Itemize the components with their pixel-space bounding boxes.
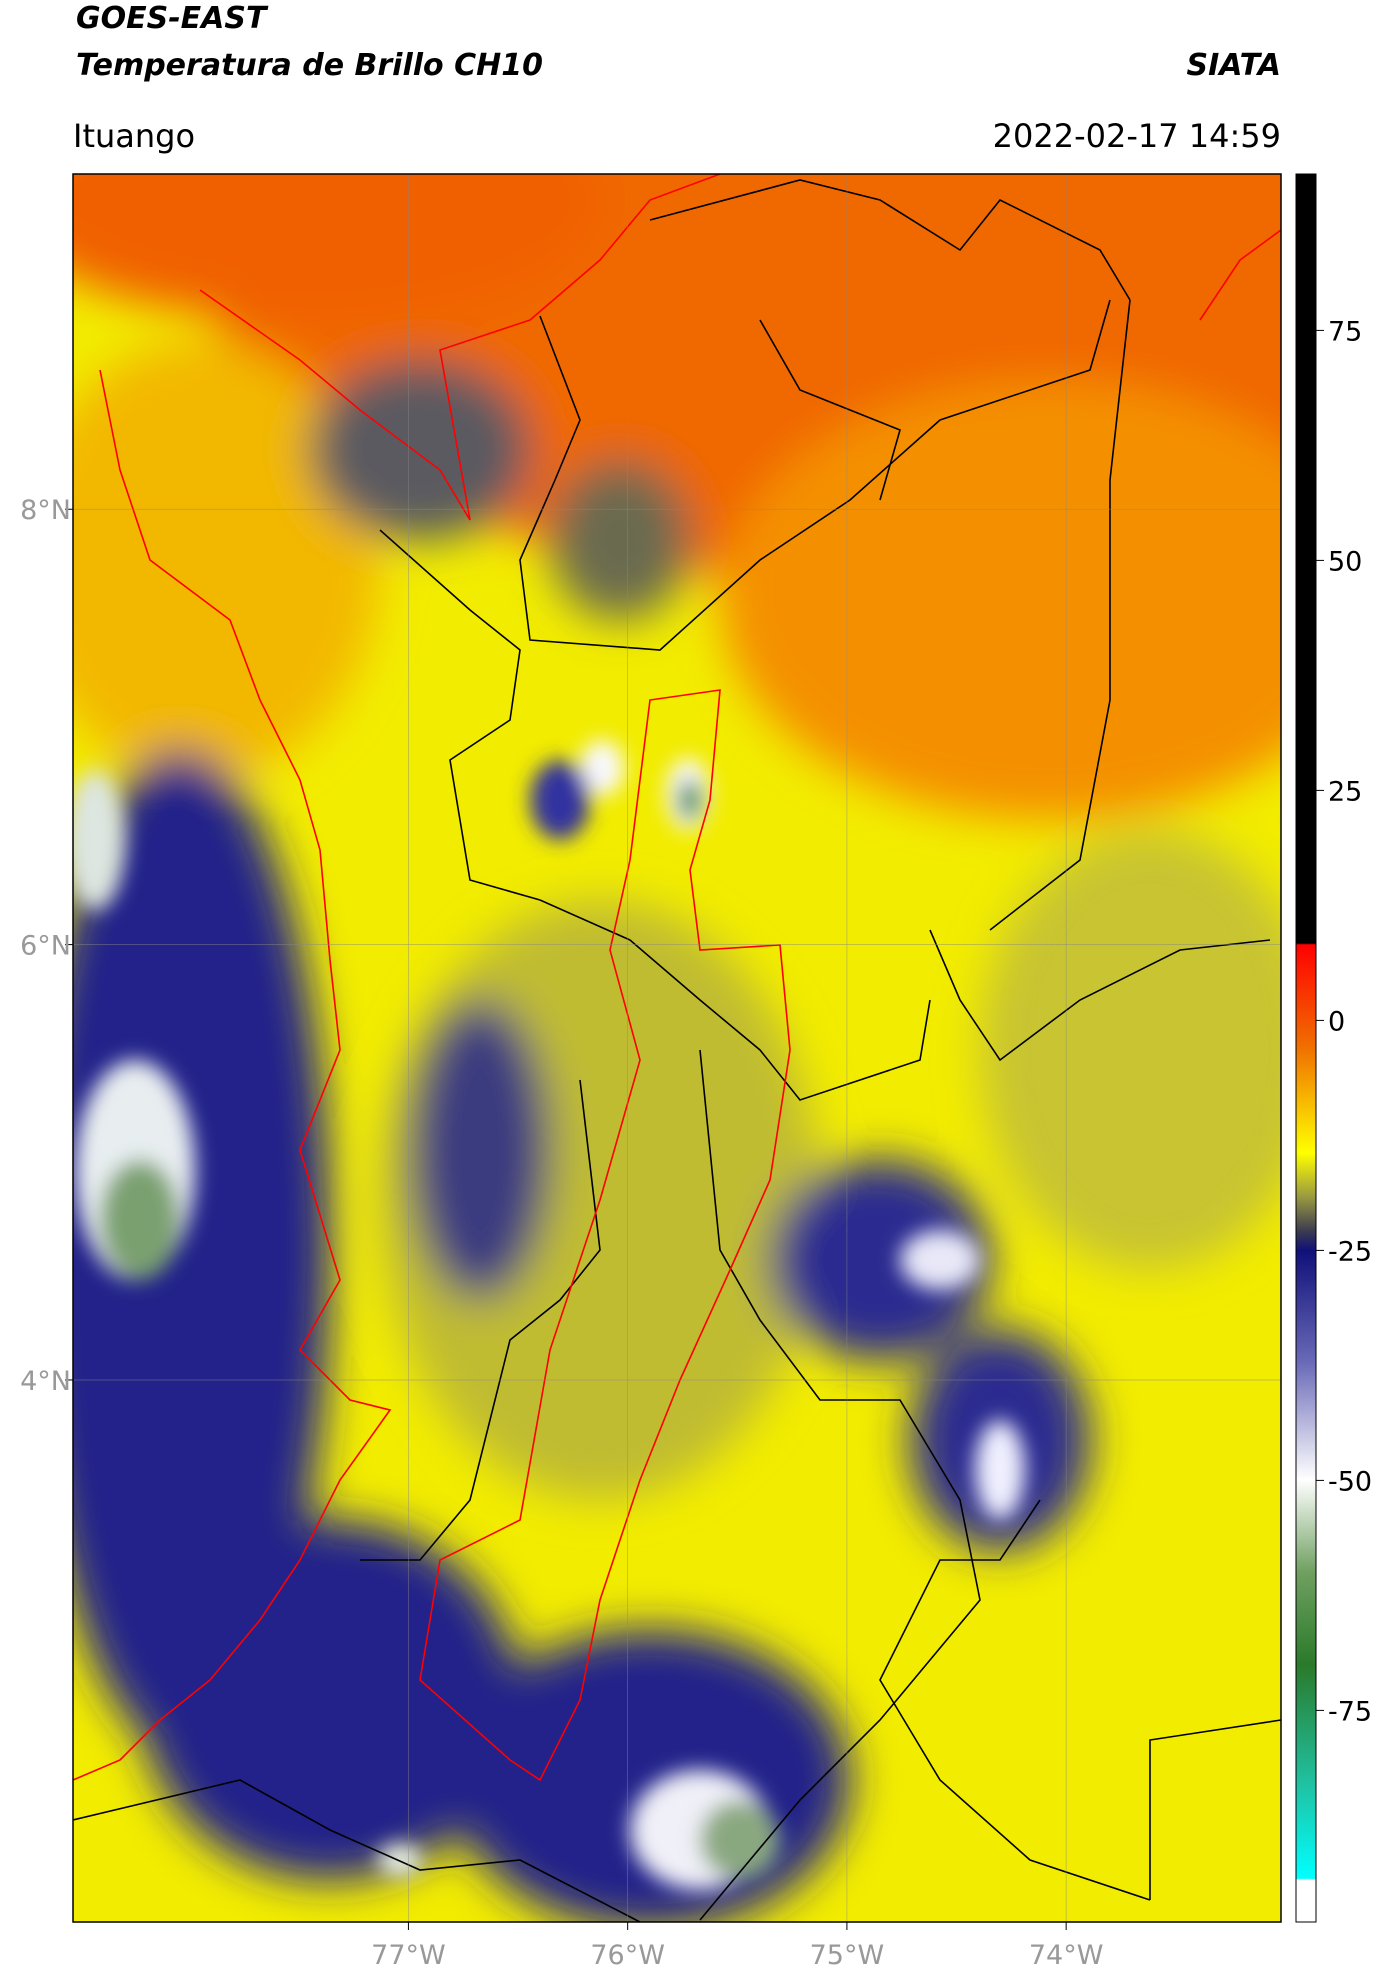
x-tick-label: 75°W bbox=[810, 1940, 885, 1971]
location: Ituango bbox=[73, 117, 195, 155]
borders bbox=[73, 179, 1281, 1922]
x-tick-label: 74°W bbox=[1029, 1940, 1104, 1971]
map-frame bbox=[72, 173, 1282, 1923]
colorbar-tick-label: -75 bbox=[1328, 1696, 1372, 1727]
colorbar-tick-label: 25 bbox=[1328, 776, 1362, 807]
x-tick-label: 77°W bbox=[371, 1940, 446, 1971]
graticule bbox=[73, 174, 1281, 1922]
colorbar-tick-label: -25 bbox=[1328, 1236, 1372, 1267]
colorbar-tick-label: 0 bbox=[1328, 1006, 1345, 1037]
colorbar-tick-label: 75 bbox=[1328, 316, 1362, 347]
y-tick-label: 6°N bbox=[20, 931, 71, 962]
colorbar-tick-label: 50 bbox=[1328, 546, 1362, 577]
coastline bbox=[73, 174, 1281, 1782]
satellite-image bbox=[73, 174, 1281, 1922]
title: GOES-EAST bbox=[76, 1, 269, 36]
colorbar-tick-label: -50 bbox=[1328, 1466, 1372, 1497]
y-tick-label: 8°N bbox=[20, 495, 71, 526]
timestamp: 2022-02-17 14:59 bbox=[993, 117, 1281, 155]
y-tick-label: 4°N bbox=[20, 1366, 71, 1397]
colorbar bbox=[1295, 173, 1317, 1923]
source: SIATA bbox=[1187, 48, 1281, 83]
subtitle: Temperatura de Brillo CH10 bbox=[76, 48, 543, 83]
x-tick-label: 76°W bbox=[590, 1940, 665, 1971]
